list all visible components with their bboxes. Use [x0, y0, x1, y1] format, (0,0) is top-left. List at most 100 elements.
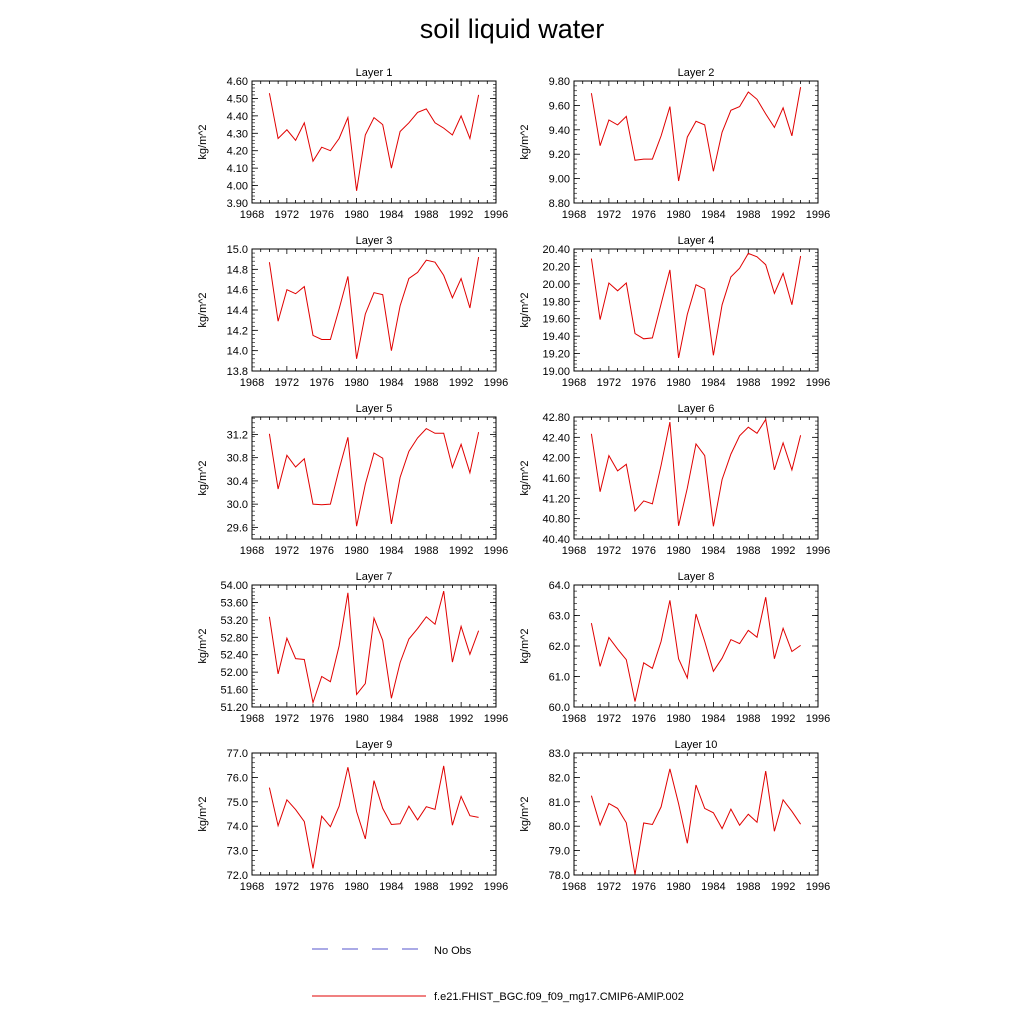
x-tick-label: 1992: [449, 545, 473, 557]
y-tick-label: 13.8: [227, 366, 248, 378]
y-tick-label: 54.00: [220, 580, 248, 592]
y-tick-label: 4.00: [227, 181, 248, 193]
x-tick-label: 1984: [379, 881, 403, 893]
y-tick-label: 4.10: [227, 163, 248, 175]
x-tick-label: 1980: [344, 209, 368, 221]
x-tick-label: 1984: [379, 545, 403, 557]
series-line: [590, 418, 802, 527]
panel-title: Layer 10: [675, 739, 718, 751]
panel-title: Layer 4: [678, 235, 715, 247]
x-tick-label: 1996: [806, 377, 830, 389]
panel-title: Layer 5: [356, 403, 393, 415]
y-tick-label: 41.60: [542, 473, 570, 485]
x-tick-label: 1968: [240, 881, 264, 893]
x-tick-label: 1976: [309, 377, 333, 389]
plot-frame: [573, 248, 819, 372]
x-tick-label: 1996: [484, 545, 508, 557]
panel-title: Layer 6: [678, 403, 715, 415]
x-tick-label: 1968: [240, 209, 264, 221]
y-tick-label: 19.40: [542, 331, 570, 343]
x-tick-label: 1976: [309, 209, 333, 221]
x-tick-label: 1992: [449, 209, 473, 221]
x-tick-label: 1988: [736, 377, 760, 389]
x-tick-label: 1984: [701, 713, 725, 725]
y-tick-label: 78.0: [549, 870, 570, 882]
x-tick-label: 1980: [666, 377, 690, 389]
plot-frame: [573, 584, 819, 708]
x-tick-label: 1996: [484, 377, 508, 389]
x-tick-label: 1980: [344, 545, 368, 557]
x-tick-label: 1968: [562, 881, 586, 893]
x-tick-label: 1996: [806, 713, 830, 725]
x-tick-label: 1988: [736, 545, 760, 557]
x-tick-label: 1988: [414, 545, 438, 557]
y-tick-label: 80.0: [549, 821, 570, 833]
panel-title: Layer 8: [678, 571, 715, 583]
y-tick-label: 14.2: [227, 325, 248, 337]
x-tick-label: 1992: [771, 713, 795, 725]
x-tick-label: 1980: [666, 209, 690, 221]
y-tick-label: 75.0: [227, 797, 248, 809]
y-axis-label: kg/m^2: [197, 796, 209, 831]
panel-title: Layer 3: [356, 235, 393, 247]
panel-title: Layer 9: [356, 739, 393, 751]
y-tick-label: 51.20: [220, 702, 248, 714]
x-tick-label: 1984: [379, 209, 403, 221]
x-tick-label: 1984: [701, 545, 725, 557]
legend: No Obs f.e21.FHIST_BGC.f09_f09_mg17.CMIP…: [312, 945, 684, 1003]
y-axis-label: kg/m^2: [197, 292, 209, 327]
legend-label-no-obs: No Obs: [434, 945, 472, 957]
chart-panel-4: Layer 4 kg/m^2 1968 1972 1976 1980 1984 1988 199…: [519, 235, 830, 389]
x-tick-label: 1996: [806, 881, 830, 893]
y-tick-label: 73.0: [227, 846, 248, 858]
y-tick-label: 64.0: [549, 580, 570, 592]
x-tick-label: 1988: [414, 209, 438, 221]
x-tick-label: 1988: [414, 881, 438, 893]
x-tick-label: 1968: [240, 377, 264, 389]
series-line: [268, 590, 480, 705]
x-tick-label: 1992: [771, 209, 795, 221]
chart-panel-9: Layer 9 kg/m^2 1968 1972 1976 1980 1984 1988 199…: [197, 739, 508, 893]
y-tick-label: 30.8: [227, 453, 248, 465]
y-axis-label: kg/m^2: [197, 460, 209, 495]
y-tick-label: 4.50: [227, 93, 248, 105]
chart-panel-3: Layer 3 kg/m^2 1968 1972 1976 1980 1984 1988 199…: [197, 235, 508, 389]
x-tick-label: 1972: [275, 545, 299, 557]
chart-panel-7: Layer 7 kg/m^2 1968 1972 1976 1980 1984 1988 199…: [197, 571, 508, 725]
plot-frame: [573, 80, 819, 204]
y-tick-label: 82.0: [549, 772, 570, 784]
x-tick-label: 1992: [449, 881, 473, 893]
x-tick-label: 1972: [275, 209, 299, 221]
y-tick-label: 30.0: [227, 499, 248, 511]
x-tick-label: 1992: [771, 881, 795, 893]
plot-frame: [251, 416, 497, 540]
x-tick-label: 1976: [631, 545, 655, 557]
x-tick-label: 1984: [701, 881, 725, 893]
x-tick-label: 1972: [275, 713, 299, 725]
y-tick-label: 14.8: [227, 264, 248, 276]
y-tick-label: 74.0: [227, 821, 248, 833]
y-axis-label: kg/m^2: [519, 124, 531, 159]
y-tick-label: 77.0: [227, 748, 248, 760]
y-axis-label: kg/m^2: [197, 628, 209, 663]
x-tick-label: 1968: [562, 545, 586, 557]
x-tick-label: 1976: [631, 713, 655, 725]
y-tick-label: 29.6: [227, 522, 248, 534]
y-axis-label: kg/m^2: [197, 124, 209, 159]
y-tick-label: 3.90: [227, 198, 248, 210]
y-axis-label: kg/m^2: [519, 292, 531, 327]
x-tick-label: 1988: [736, 209, 760, 221]
x-tick-label: 1968: [240, 713, 264, 725]
y-tick-label: 51.60: [220, 685, 248, 697]
panel-title: Layer 7: [356, 571, 393, 583]
y-axis-label: kg/m^2: [519, 796, 531, 831]
x-tick-label: 1976: [309, 881, 333, 893]
series-line: [590, 87, 802, 182]
chart-panel-10: Layer 10 kg/m^2 1968 1972 1976 1980 1984 1988 19…: [519, 739, 830, 893]
y-tick-label: 4.20: [227, 146, 248, 158]
y-axis-label: kg/m^2: [519, 628, 531, 663]
x-tick-label: 1976: [309, 713, 333, 725]
plot-frame: [251, 752, 497, 876]
x-tick-label: 1984: [701, 377, 725, 389]
x-tick-label: 1996: [484, 209, 508, 221]
